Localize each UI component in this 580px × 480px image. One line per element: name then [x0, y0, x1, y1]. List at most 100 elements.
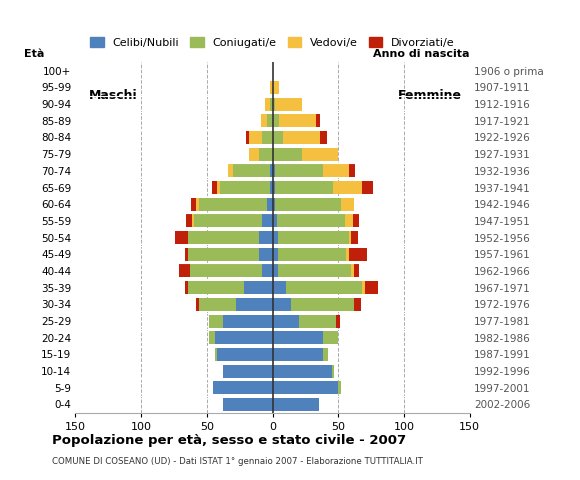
Bar: [316, 114, 320, 127]
Bar: [273, 398, 318, 411]
Text: Anno di nascita: Anno di nascita: [374, 49, 470, 59]
Bar: [188, 281, 244, 294]
Bar: [362, 181, 372, 194]
Bar: [223, 365, 273, 378]
Bar: [279, 114, 316, 127]
Bar: [194, 215, 262, 228]
Bar: [259, 148, 273, 161]
Bar: [349, 248, 367, 261]
Bar: [273, 298, 291, 311]
Bar: [273, 148, 302, 161]
Bar: [273, 281, 286, 294]
Bar: [199, 198, 267, 211]
Bar: [188, 248, 259, 261]
Bar: [249, 148, 259, 161]
Bar: [349, 231, 351, 244]
Bar: [218, 348, 273, 361]
Bar: [270, 97, 273, 110]
Text: Età: Età: [24, 49, 45, 59]
Bar: [351, 231, 358, 244]
Bar: [259, 248, 273, 261]
Bar: [273, 331, 322, 344]
Bar: [346, 248, 349, 261]
Bar: [262, 215, 273, 228]
Bar: [349, 164, 356, 178]
Bar: [197, 198, 199, 211]
Bar: [220, 181, 270, 194]
Bar: [365, 281, 378, 294]
Bar: [179, 264, 190, 277]
Bar: [246, 131, 249, 144]
Bar: [273, 181, 275, 194]
Bar: [270, 164, 273, 178]
Bar: [244, 281, 273, 294]
Bar: [228, 164, 233, 178]
Bar: [223, 314, 273, 327]
Bar: [299, 314, 336, 327]
Bar: [267, 198, 273, 211]
Bar: [341, 198, 354, 211]
Bar: [209, 331, 215, 344]
Bar: [278, 231, 349, 244]
Bar: [302, 148, 338, 161]
Bar: [197, 298, 199, 311]
Bar: [278, 248, 346, 261]
Bar: [264, 97, 270, 110]
Bar: [213, 381, 273, 394]
Bar: [276, 97, 302, 110]
Bar: [259, 231, 273, 244]
Bar: [186, 215, 193, 228]
Bar: [191, 198, 197, 211]
Bar: [273, 231, 278, 244]
Bar: [353, 215, 360, 228]
Bar: [273, 365, 332, 378]
Bar: [267, 114, 273, 127]
Bar: [273, 97, 275, 110]
Bar: [322, 331, 338, 344]
Bar: [273, 164, 275, 178]
Text: COMUNE DI COSEANO (UD) - Dati ISTAT 1° gennaio 2007 - Elaborazione TUTTITALIA.IT: COMUNE DI COSEANO (UD) - Dati ISTAT 1° g…: [52, 457, 423, 466]
Bar: [270, 81, 273, 94]
Bar: [209, 314, 223, 327]
Text: Femmine: Femmine: [397, 89, 462, 102]
Bar: [273, 198, 275, 211]
Bar: [273, 314, 299, 327]
Bar: [199, 298, 236, 311]
Bar: [333, 181, 362, 194]
Bar: [276, 198, 341, 211]
Bar: [233, 164, 270, 178]
Bar: [362, 281, 365, 294]
Bar: [273, 81, 279, 94]
Legend: Celibi/Nubili, Coniugati/e, Vedovi/e, Divorziati/e: Celibi/Nubili, Coniugati/e, Vedovi/e, Di…: [86, 33, 459, 52]
Bar: [336, 314, 340, 327]
Bar: [277, 215, 345, 228]
Bar: [351, 264, 354, 277]
Bar: [236, 298, 273, 311]
Text: Maschi: Maschi: [89, 89, 137, 102]
Bar: [184, 281, 188, 294]
Bar: [262, 131, 273, 144]
Bar: [322, 348, 328, 361]
Bar: [273, 131, 283, 144]
Bar: [273, 264, 278, 277]
Bar: [338, 381, 341, 394]
Bar: [273, 381, 338, 394]
Bar: [273, 215, 277, 228]
Bar: [345, 215, 353, 228]
Bar: [273, 248, 278, 261]
Bar: [215, 331, 273, 344]
Bar: [215, 348, 218, 361]
Bar: [270, 181, 273, 194]
Bar: [278, 264, 351, 277]
Bar: [212, 181, 218, 194]
Bar: [322, 164, 349, 178]
Bar: [320, 131, 327, 144]
Bar: [273, 114, 279, 127]
Bar: [184, 248, 188, 261]
Bar: [249, 131, 262, 144]
Bar: [286, 281, 362, 294]
Bar: [283, 131, 320, 144]
Bar: [190, 264, 262, 277]
Bar: [273, 348, 322, 361]
Bar: [188, 231, 259, 244]
